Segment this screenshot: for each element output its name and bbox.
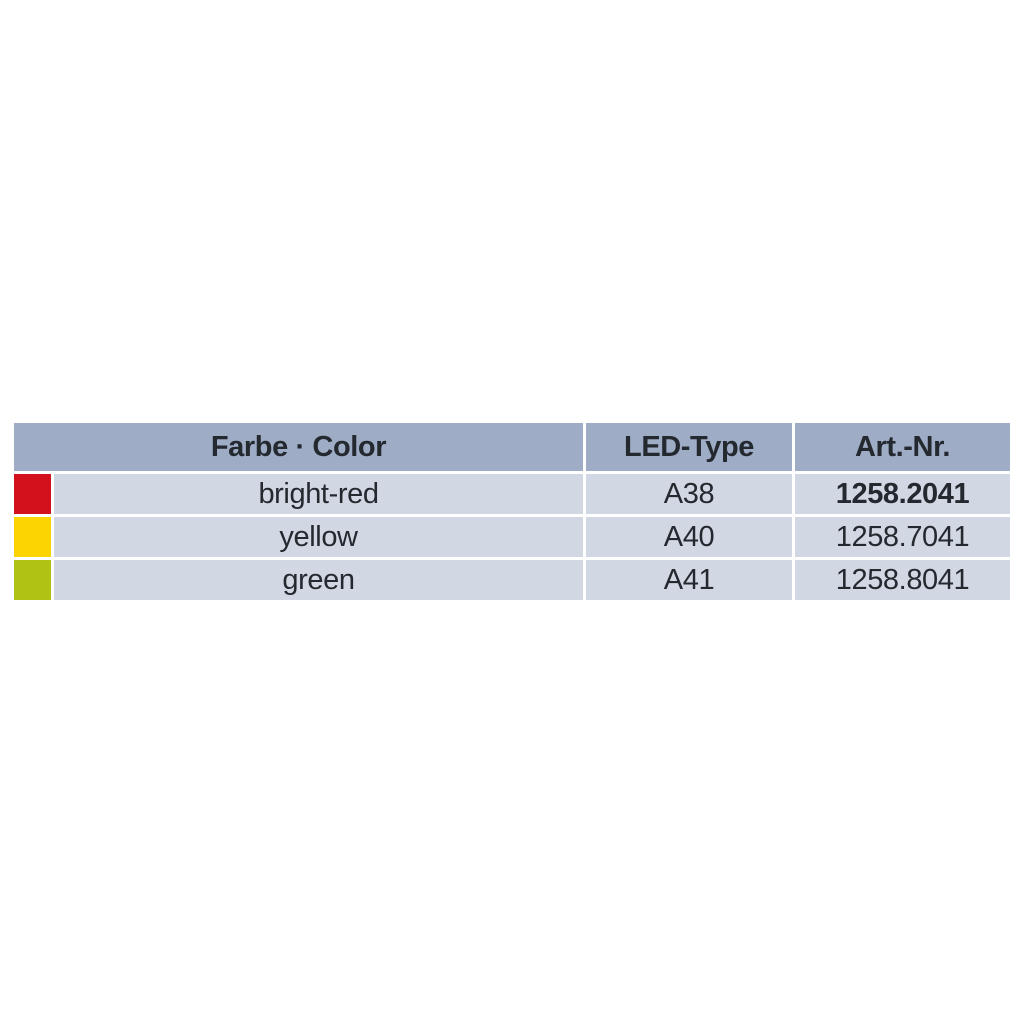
color-name: yellow	[54, 517, 583, 557]
art-nr-value: 1258.8041	[795, 560, 1010, 600]
art-nr-value: 1258.7041	[795, 517, 1010, 557]
table-row-bright-red: bright-red A38 1258.2041	[14, 474, 1010, 514]
column-header-farbe-color: Farbe · Color	[14, 423, 583, 471]
led-type-value: A41	[586, 560, 792, 600]
led-type-value: A38	[586, 474, 792, 514]
bright-red-swatch	[14, 474, 51, 514]
art-nr-value: 1258.2041	[795, 474, 1010, 514]
led-type-value: A40	[586, 517, 792, 557]
column-header-art-nr: Art.-Nr.	[795, 423, 1010, 471]
table-row-green: green A41 1258.8041	[14, 560, 1010, 600]
product-table: Farbe · Color LED-Type Art.-Nr. bright-r…	[14, 423, 1010, 600]
table-row-yellow: yellow A40 1258.7041	[14, 517, 1010, 557]
color-name: green	[54, 560, 583, 600]
yellow-swatch	[14, 517, 51, 557]
green-swatch	[14, 560, 51, 600]
column-header-led-type: LED-Type	[586, 423, 792, 471]
table-header-row: Farbe · Color LED-Type Art.-Nr.	[14, 423, 1010, 471]
color-name: bright-red	[54, 474, 583, 514]
